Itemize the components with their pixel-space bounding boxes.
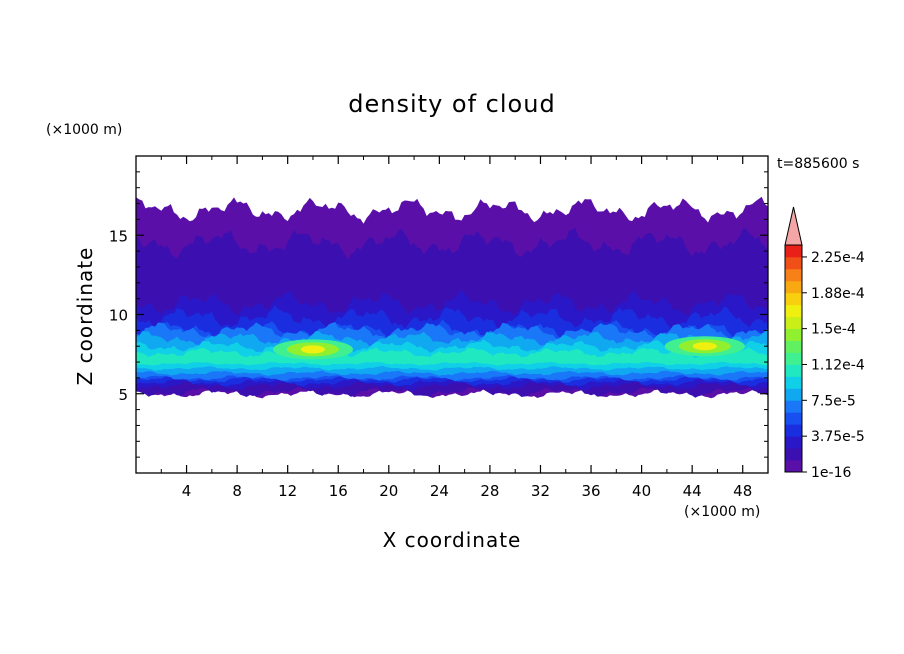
colorbar-label: 3.75e-5 (811, 429, 865, 445)
x-tick-label: 12 (278, 482, 297, 500)
colorbar-segment (785, 376, 802, 389)
colorbar: 1e-16 3.75e-5 7.5e-5 1.12e-4 1.5e-4 1.88e-4 2.… (784, 206, 865, 481)
plot-area (136, 196, 768, 399)
x-tick-label: 28 (480, 482, 499, 500)
x-tick-label: 48 (733, 482, 752, 500)
colorbar-label: 7.5e-5 (811, 393, 856, 409)
colorbar-segment (785, 352, 802, 365)
y-axis-label: Z coordinate (73, 247, 97, 386)
x-tick-label: 40 (632, 482, 651, 500)
y-tick-label: 10 (109, 307, 128, 325)
colorbar-segment (785, 245, 802, 258)
y-tick-label: 15 (109, 227, 128, 245)
colorbar-segment (785, 268, 802, 282)
colorbar-label: 1e-16 (811, 465, 851, 481)
colorbar-segment (785, 412, 802, 425)
y-axis: 5 10 15 (109, 171, 768, 458)
x-tick-label: 20 (379, 482, 398, 500)
colorbar-segment (785, 364, 802, 377)
colorbar-segment (785, 400, 802, 413)
x-tick-label: 4 (182, 482, 192, 500)
cloud-maximum (300, 345, 325, 354)
colorbar-label: 1.88e-4 (811, 286, 865, 302)
colorbar-segment (785, 280, 802, 294)
colorbar-label: 2.25e-4 (811, 250, 865, 266)
colorbar-segment (785, 328, 802, 341)
colorbar-segment (785, 448, 802, 461)
x-tick-label: 32 (531, 482, 550, 500)
x-tick-label: 24 (430, 482, 449, 500)
x-unit-label: (×1000 m) (684, 504, 760, 520)
time-label: t=885600 s (777, 156, 859, 172)
colorbar-label: 1.5e-4 (811, 322, 856, 338)
x-axis-label: X coordinate (383, 528, 522, 552)
colorbar-segment (785, 304, 802, 318)
cloud-maximum (692, 342, 717, 351)
colorbar-frame (784, 244, 803, 473)
x-tick-label: 44 (683, 482, 702, 500)
colorbar-segment (785, 424, 802, 437)
colorbar-segment (785, 256, 802, 270)
chart-title: density of cloud (348, 90, 555, 118)
x-tick-label: 36 (581, 482, 600, 500)
colorbar-label: 1.12e-4 (811, 357, 865, 373)
colorbar-segment (785, 460, 802, 473)
colorbar-segment (785, 436, 802, 449)
colorbar-extend-arrow (784, 206, 803, 246)
colorbar-segment (785, 292, 802, 306)
x-axis: 4 8 12 16 20 24 28 32 36 40 44 48 (160, 156, 752, 500)
y-unit-label: (×1000 m) (46, 122, 122, 138)
colorbar-segment (785, 316, 802, 330)
x-tick-label: 16 (329, 482, 348, 500)
colorbar-segment (785, 388, 802, 401)
colorbar-segment (785, 340, 802, 353)
y-tick-label: 5 (118, 386, 128, 404)
x-tick-label: 8 (232, 482, 242, 500)
